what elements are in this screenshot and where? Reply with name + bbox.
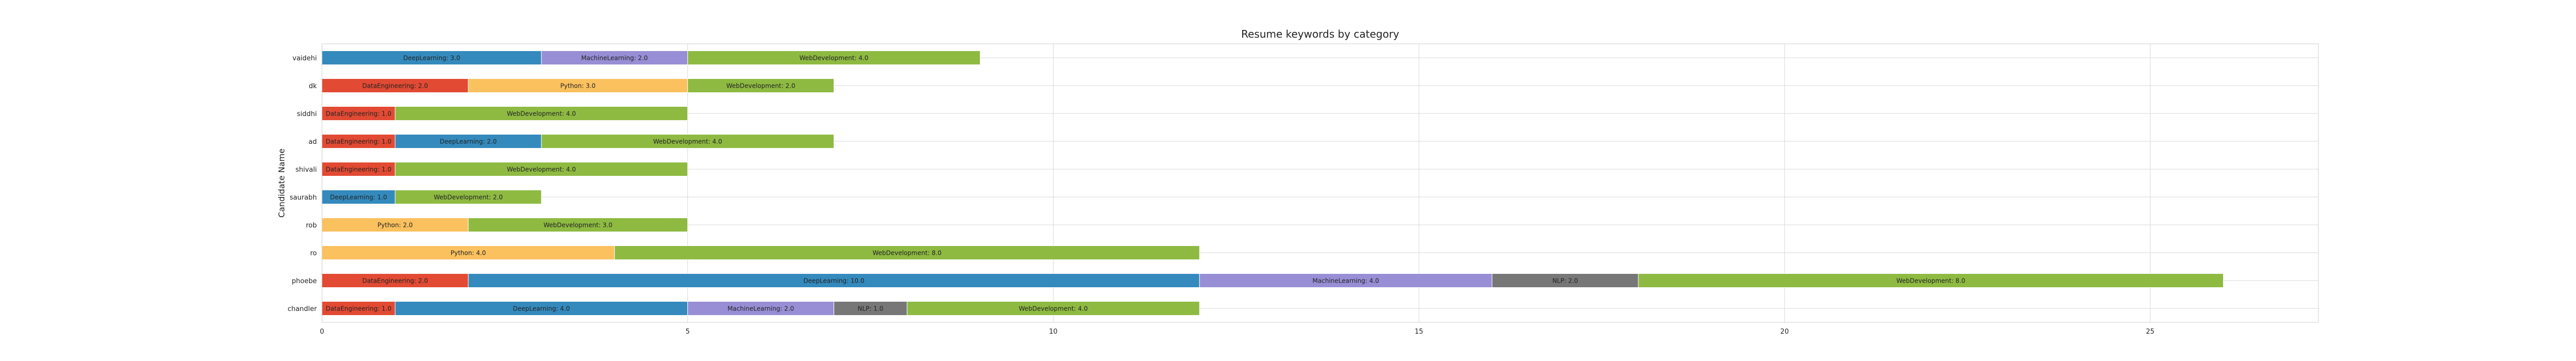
x-tick-label: 5 xyxy=(686,328,690,336)
y-tick-label: siddhi xyxy=(297,110,317,118)
bar-segment xyxy=(395,301,688,316)
x-tick-label: 20 xyxy=(1781,328,1789,336)
bar-segment xyxy=(321,51,542,65)
bar-segment-label: WebDevelopment: 4.0 xyxy=(507,166,576,173)
bar-segment xyxy=(907,301,1200,316)
bar-segment xyxy=(687,51,980,65)
bar-segment-label: WebDevelopment: 8.0 xyxy=(1896,277,1965,285)
bar-segment-label: DeepLearning: 2.0 xyxy=(440,138,497,145)
x-tick-labels: 0 5 10 15 20 25 xyxy=(320,328,2155,336)
y-tick-label: phoebe xyxy=(292,277,317,285)
bar-segment xyxy=(1638,273,2224,288)
bar-segment-label: DeepLearning: 10.0 xyxy=(803,277,864,285)
bar-segment-label: WebDevelopment: 2.0 xyxy=(434,194,503,201)
bar-segment-label: Python: 2.0 xyxy=(378,222,413,229)
bar-segment-label: MachineLearning: 2.0 xyxy=(581,55,648,62)
bar-segment xyxy=(321,273,469,288)
y-axis-label: Candidate Name xyxy=(277,149,286,218)
bar-segment xyxy=(614,245,1200,260)
bar-segment xyxy=(541,51,688,65)
x-tick-label: 10 xyxy=(1049,328,1058,336)
bar-segment-label: MachineLearning: 4.0 xyxy=(1313,277,1379,285)
y-tick-label: vaidehi xyxy=(293,55,317,62)
bar-segment xyxy=(468,78,688,93)
bar-segment xyxy=(834,301,908,316)
bar-segment-label: DeepLearning: 1.0 xyxy=(330,194,387,201)
bar-segment xyxy=(468,218,688,232)
y-tick-label: saurabh xyxy=(290,194,317,202)
bar-segment-label: NLP: 2.0 xyxy=(1552,277,1578,285)
y-tick-labels: vaidehi dk siddhi ad shivali saurabh rob ro phoe… xyxy=(287,55,317,313)
y-tick-label: rob xyxy=(306,222,317,229)
bar-segment-label: DataEngineering: 1.0 xyxy=(326,110,392,118)
x-tick-label: 15 xyxy=(1415,328,1423,336)
bar-segment xyxy=(395,190,542,204)
plot-frame xyxy=(321,43,2319,323)
segment-label-layer: DeepLearning: 3.0 MachineLearning: 2.0 Web… xyxy=(326,55,1965,313)
bar-segment-label: DeepLearning: 3.0 xyxy=(403,55,461,62)
bar-segment-label: DataEngineering: 1.0 xyxy=(326,166,392,173)
bar-segment xyxy=(687,78,835,93)
y-tick-label: ad xyxy=(309,138,317,146)
bar-segment-label: WebDevelopment: 4.0 xyxy=(1019,305,1088,313)
bar-segment-label: MachineLearning: 2.0 xyxy=(727,305,794,313)
bar-segment-label: DeepLearning: 4.0 xyxy=(513,305,570,313)
chart-title: Resume keywords by category xyxy=(1241,28,1399,40)
y-tick-label: shivali xyxy=(295,166,317,174)
bar-segment-label: WebDevelopment: 3.0 xyxy=(544,222,613,229)
y-tick-label: chandler xyxy=(287,305,317,313)
bar-segment-label: DataEngineering: 2.0 xyxy=(362,83,428,90)
bar-segment xyxy=(468,273,1200,288)
bar-segment-label: Python: 4.0 xyxy=(451,250,486,257)
bar-segment-label: WebDevelopment: 8.0 xyxy=(873,250,942,257)
bar-layer xyxy=(321,51,2224,316)
bar-segment-label: Python: 3.0 xyxy=(561,83,596,90)
bar-segment xyxy=(687,301,835,316)
y-tick-label: dk xyxy=(309,83,317,90)
bar-segment xyxy=(1199,273,1493,288)
x-tick-label: 25 xyxy=(2146,328,2155,336)
bar-segment xyxy=(395,134,542,149)
bar-segment xyxy=(541,134,835,149)
bar-segment xyxy=(321,190,396,204)
x-tick-label: 0 xyxy=(320,328,324,336)
bar-segment-label: DataEngineering: 2.0 xyxy=(362,277,428,285)
bar-segment-label: DataEngineering: 1.0 xyxy=(326,305,392,313)
y-tick-label: ro xyxy=(310,250,317,257)
bar-segment-label: WebDevelopment: 2.0 xyxy=(726,83,795,90)
bar-segment xyxy=(321,162,396,176)
bar-segment-label: WebDevelopment: 4.0 xyxy=(653,138,722,145)
bar-segment-label: WebDevelopment: 4.0 xyxy=(800,55,869,62)
bar-segment xyxy=(395,106,688,121)
bar-segment-label: DataEngineering: 1.0 xyxy=(326,138,392,145)
bar-segment xyxy=(1492,273,1639,288)
bar-segment xyxy=(395,162,688,176)
bar-segment-label: WebDevelopment: 4.0 xyxy=(507,110,576,118)
bar-segment-label: NLP: 1.0 xyxy=(858,305,884,313)
bar-segment xyxy=(321,245,615,260)
bar-segment xyxy=(321,134,396,149)
